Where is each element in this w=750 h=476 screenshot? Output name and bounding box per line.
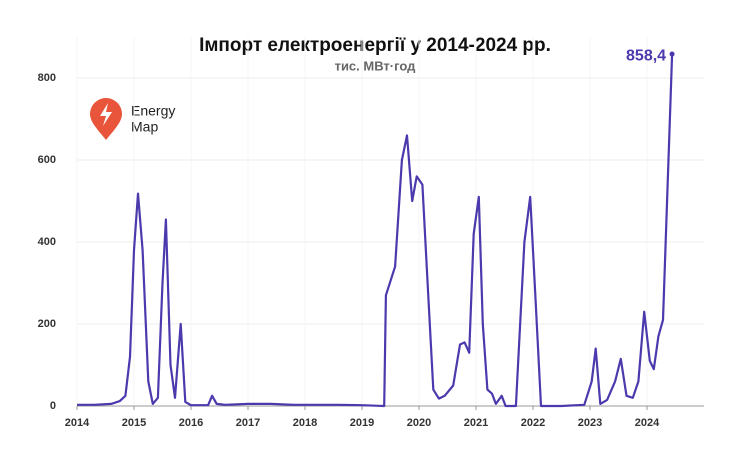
logo-text: Map — [131, 119, 158, 135]
logo-text: Energy — [131, 103, 175, 119]
y-tick-label: 200 — [38, 318, 56, 330]
x-tick-label: 2019 — [350, 417, 374, 429]
x-tick-label: 2018 — [293, 417, 317, 429]
x-tick-label: 2016 — [179, 417, 203, 429]
logo: Energy Map — [90, 98, 175, 140]
data-label: 858,4 — [626, 47, 666, 64]
x-tick-label: 2014 — [65, 417, 90, 429]
x-tick-label: 2017 — [236, 417, 260, 429]
y-tick-label: 400 — [38, 236, 56, 248]
x-tick-label: 2022 — [521, 417, 545, 429]
x-tick-label: 2021 — [464, 417, 488, 429]
y-tick-label: 0 — [50, 400, 56, 412]
x-tick-label: 2015 — [122, 417, 146, 429]
line — [77, 54, 674, 408]
y-tick-label: 800 — [38, 72, 56, 84]
logo-bolt — [100, 103, 112, 126]
x-tick-label: 2023 — [578, 417, 602, 429]
x-tick-label: 2020 — [407, 417, 431, 429]
x-tick-label: 2024 — [635, 417, 660, 429]
chart-title: Імпорт електроенергії у 2014-2024 рр. — [199, 35, 551, 56]
point — [669, 51, 675, 57]
chart-subtitle: тис. МВт·год — [335, 58, 417, 73]
y-tick-label: 600 — [38, 154, 56, 166]
